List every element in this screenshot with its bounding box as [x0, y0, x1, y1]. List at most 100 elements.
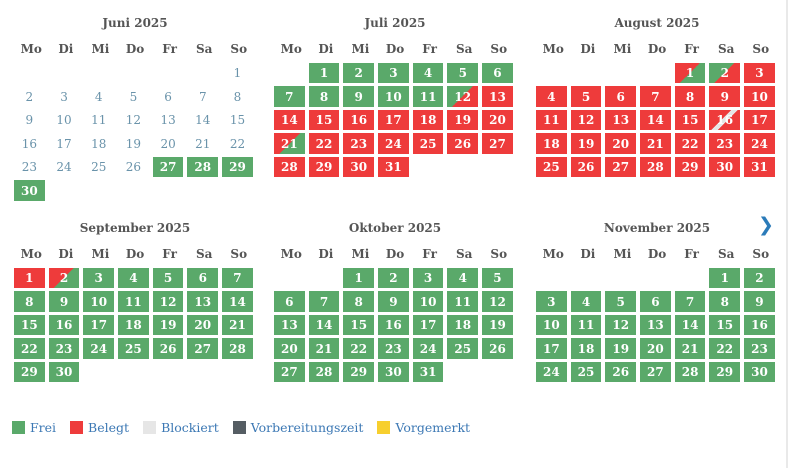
day-cell[interactable]: 27 — [274, 361, 305, 383]
day-cell[interactable]: 19 — [605, 338, 637, 359]
day-cell[interactable]: 25 — [447, 338, 479, 359]
day-cell[interactable]: 10 — [378, 86, 409, 107]
day-cell[interactable]: 20 — [187, 314, 219, 336]
day-cell[interactable]: 2 — [378, 268, 409, 289]
day-cell[interactable]: 21 — [308, 338, 340, 359]
day-cell[interactable]: 13 — [187, 291, 219, 312]
day-cell[interactable]: 9 — [48, 291, 80, 312]
day-cell[interactable]: 27 — [152, 156, 184, 178]
day-cell[interactable]: 5 — [482, 268, 513, 289]
day-cell[interactable]: 17 — [412, 314, 444, 336]
day-cell[interactable]: 4 — [570, 291, 602, 312]
day-cell[interactable]: 31 — [378, 156, 409, 178]
day-cell[interactable]: 2 — [48, 268, 80, 289]
day-cell[interactable]: 18 — [536, 133, 567, 154]
day-cell[interactable]: 7 — [274, 86, 305, 107]
day-cell[interactable]: 8 — [709, 291, 741, 312]
day-cell[interactable]: 28 — [187, 156, 219, 178]
day-cell[interactable]: 25 — [412, 133, 444, 154]
day-cell[interactable]: 4 — [447, 268, 479, 289]
day-cell[interactable]: 19 — [152, 314, 184, 336]
day-cell[interactable]: 13 — [605, 109, 637, 131]
day-cell[interactable]: 7 — [640, 86, 671, 107]
day-cell[interactable]: 20 — [274, 338, 305, 359]
day-cell[interactable]: 3 — [412, 268, 444, 289]
day-cell[interactable]: 23 — [378, 338, 409, 359]
day-cell[interactable]: 16 — [744, 314, 775, 336]
day-cell[interactable]: 14 — [222, 291, 253, 312]
day-cell[interactable]: 11 — [447, 291, 479, 312]
day-cell[interactable]: 8 — [343, 291, 375, 312]
day-cell[interactable]: 1 — [14, 268, 45, 289]
day-cell[interactable]: 6 — [482, 63, 513, 84]
day-cell[interactable]: 16 — [343, 109, 375, 131]
day-cell[interactable]: 18 — [570, 338, 602, 359]
day-cell[interactable]: 30 — [709, 156, 741, 178]
next-months-chevron-icon[interactable]: ❯ — [758, 214, 774, 236]
day-cell[interactable]: 23 — [744, 338, 775, 359]
day-cell[interactable]: 7 — [674, 291, 706, 312]
day-cell[interactable]: 10 — [83, 291, 115, 312]
day-cell[interactable]: 30 — [378, 361, 409, 383]
day-cell[interactable]: 12 — [447, 86, 479, 107]
day-cell[interactable]: 28 — [274, 156, 305, 178]
day-cell[interactable]: 6 — [640, 291, 671, 312]
day-cell[interactable]: 27 — [605, 156, 637, 178]
day-cell[interactable]: 2 — [709, 63, 741, 84]
day-cell[interactable]: 25 — [118, 338, 149, 359]
day-cell[interactable]: 18 — [447, 314, 479, 336]
day-cell[interactable]: 21 — [222, 314, 253, 336]
day-cell[interactable]: 14 — [308, 314, 340, 336]
day-cell[interactable]: 27 — [640, 361, 671, 383]
day-cell[interactable]: 1 — [308, 63, 340, 84]
day-cell[interactable]: 5 — [605, 291, 637, 312]
day-cell[interactable]: 9 — [709, 86, 741, 107]
day-cell[interactable]: 16 — [709, 109, 741, 131]
day-cell[interactable]: 15 — [343, 314, 375, 336]
day-cell[interactable]: 11 — [412, 86, 444, 107]
day-cell[interactable]: 1 — [709, 268, 741, 289]
day-cell[interactable]: 4 — [412, 63, 444, 84]
day-cell[interactable]: 9 — [378, 291, 409, 312]
day-cell[interactable]: 28 — [674, 361, 706, 383]
day-cell[interactable]: 1 — [343, 268, 375, 289]
day-cell[interactable]: 17 — [83, 314, 115, 336]
day-cell[interactable]: 30 — [48, 361, 80, 383]
day-cell[interactable]: 12 — [570, 109, 602, 131]
day-cell[interactable]: 22 — [343, 338, 375, 359]
day-cell[interactable]: 10 — [536, 314, 567, 336]
day-cell[interactable]: 6 — [605, 86, 637, 107]
day-cell[interactable]: 16 — [48, 314, 80, 336]
day-cell[interactable]: 26 — [570, 156, 602, 178]
day-cell[interactable]: 17 — [536, 338, 567, 359]
day-cell[interactable]: 10 — [412, 291, 444, 312]
day-cell[interactable]: 30 — [343, 156, 375, 178]
day-cell[interactable]: 7 — [308, 291, 340, 312]
day-cell[interactable]: 20 — [605, 133, 637, 154]
day-cell[interactable]: 26 — [482, 338, 513, 359]
day-cell[interactable]: 14 — [274, 109, 305, 131]
day-cell[interactable]: 18 — [118, 314, 149, 336]
day-cell[interactable]: 6 — [274, 291, 305, 312]
day-cell[interactable]: 9 — [744, 291, 775, 312]
day-cell[interactable]: 25 — [570, 361, 602, 383]
day-cell[interactable]: 23 — [343, 133, 375, 154]
day-cell[interactable]: 6 — [187, 268, 219, 289]
day-cell[interactable]: 23 — [709, 133, 741, 154]
day-cell[interactable]: 25 — [536, 156, 567, 178]
day-cell[interactable]: 11 — [536, 109, 567, 131]
day-cell[interactable]: 29 — [308, 156, 340, 178]
day-cell[interactable]: 24 — [378, 133, 409, 154]
day-cell[interactable]: 24 — [412, 338, 444, 359]
day-cell[interactable]: 22 — [14, 338, 45, 359]
day-cell[interactable]: 19 — [570, 133, 602, 154]
day-cell[interactable]: 21 — [640, 133, 671, 154]
day-cell[interactable]: 3 — [83, 268, 115, 289]
day-cell[interactable]: 28 — [640, 156, 671, 178]
day-cell[interactable]: 29 — [14, 361, 45, 383]
day-cell[interactable]: 5 — [570, 86, 602, 107]
day-cell[interactable]: 24 — [744, 133, 775, 154]
day-cell[interactable]: 5 — [447, 63, 479, 84]
day-cell[interactable]: 8 — [674, 86, 706, 107]
day-cell[interactable]: 17 — [744, 109, 775, 131]
